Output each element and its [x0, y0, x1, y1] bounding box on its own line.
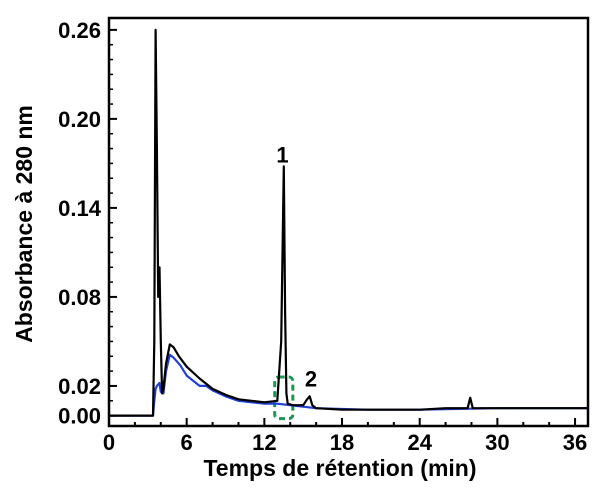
y-tick-label: 0.26 — [58, 18, 101, 43]
x-tick-label: 36 — [563, 430, 587, 455]
x-tick-label: 24 — [407, 430, 432, 455]
series-layer — [109, 28, 588, 417]
series-line-0 — [109, 28, 588, 417]
annotations: 12 — [276, 142, 317, 391]
y-tick-label: 0.08 — [58, 285, 101, 310]
x-tick-label: 0 — [103, 430, 115, 455]
y-tick-label: 0.00 — [58, 404, 101, 429]
peak-label-2: 2 — [305, 366, 317, 391]
y-axis-title: Absorbance à 280 nm — [11, 105, 37, 343]
x-tick-label: 6 — [181, 430, 193, 455]
y-tick-label: 0.20 — [58, 107, 101, 132]
highlight-box — [273, 375, 295, 421]
series-line-1 — [109, 353, 588, 417]
y-tick-label: 0.14 — [58, 196, 102, 221]
plot-area — [273, 375, 295, 421]
x-tick-label: 18 — [330, 430, 354, 455]
x-tick-label: 30 — [485, 430, 509, 455]
x-axis-title: Temps de rétention (min) — [203, 455, 476, 481]
x-tick-label: 12 — [252, 430, 276, 455]
y-tick-label: 0.02 — [58, 374, 101, 399]
peak-label-1: 1 — [276, 142, 288, 167]
axes: 0 6 12 18 24 30 360.000.020.080.140.200.26 — [58, 16, 590, 455]
